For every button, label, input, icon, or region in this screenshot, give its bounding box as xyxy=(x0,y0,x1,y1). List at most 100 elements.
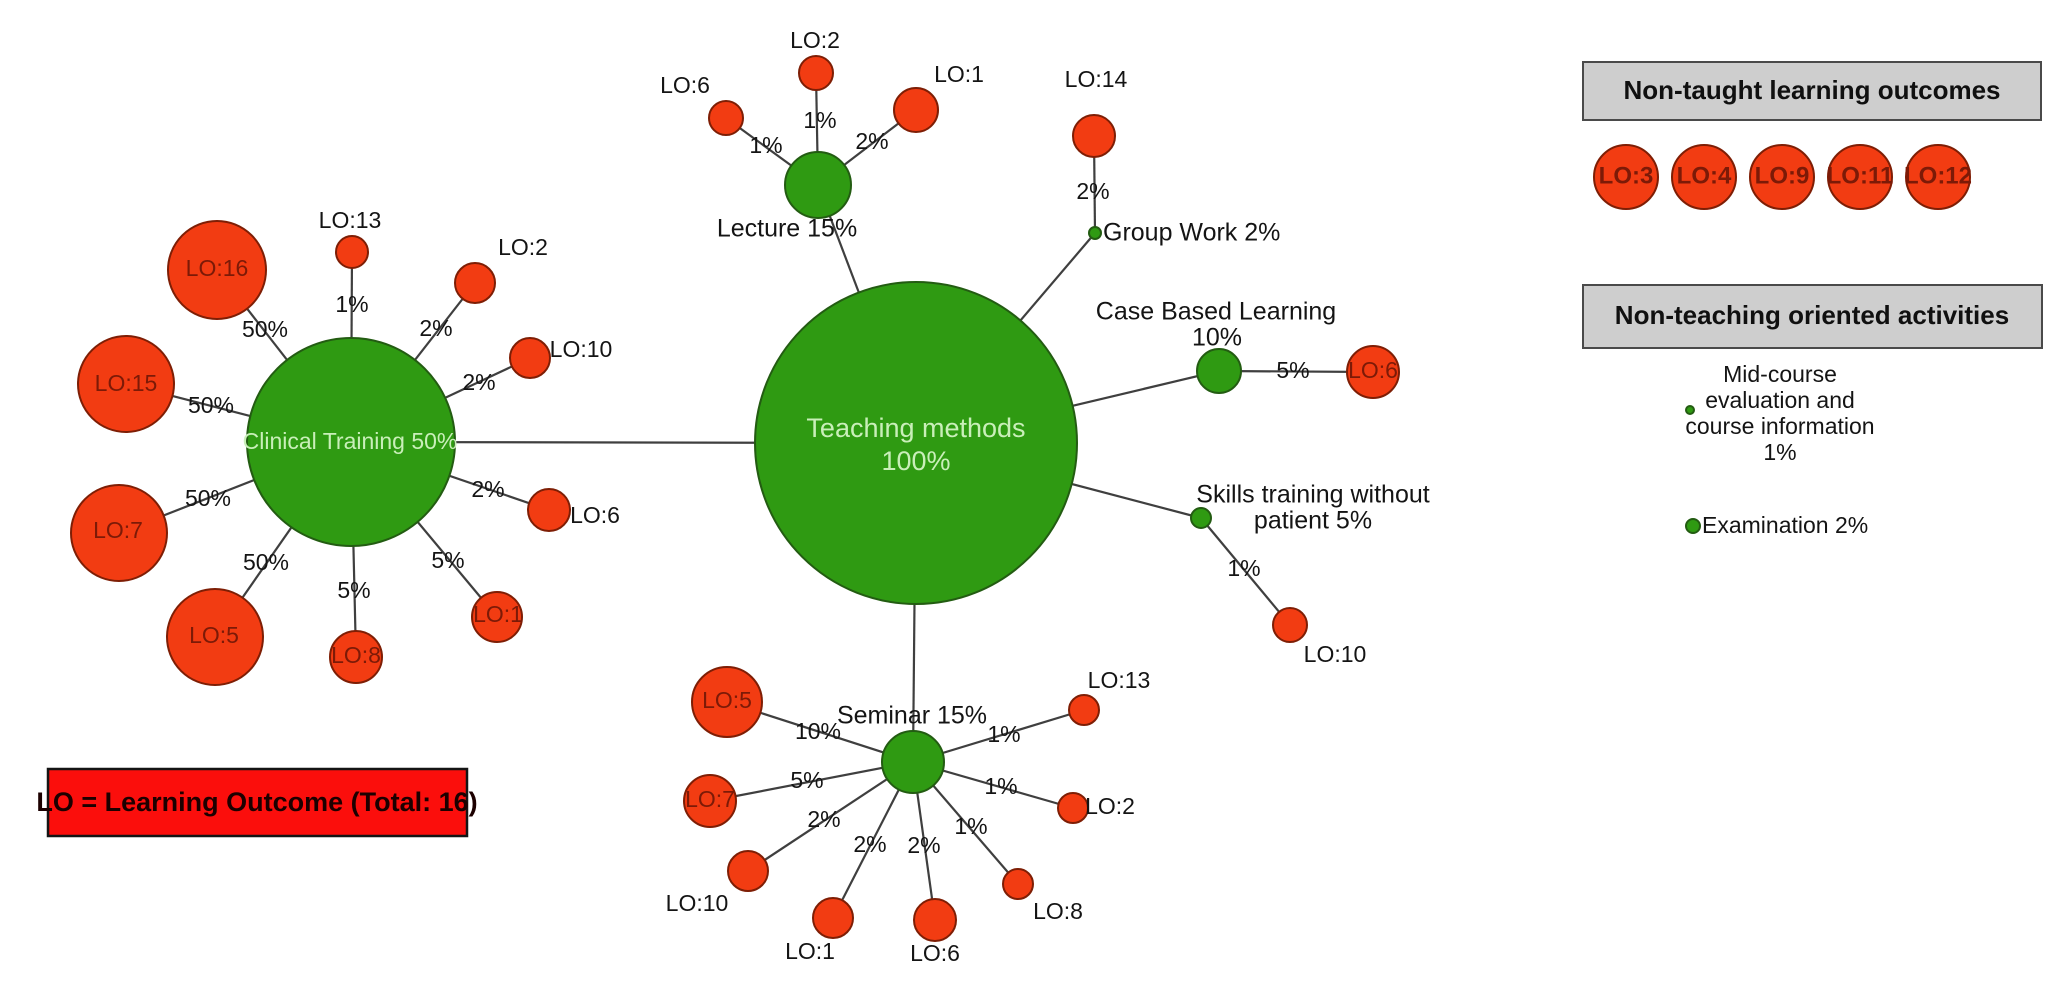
midcourse-label-line4: 1% xyxy=(1763,439,1796,465)
lecture-lo6-pct: 1% xyxy=(749,132,782,158)
seminar-lo1-label: LO:1 xyxy=(785,938,835,964)
node-seminar-lo8 xyxy=(1002,868,1034,900)
node-seminar xyxy=(881,730,945,794)
legend: LO = Learning Outcome (Total: 16) xyxy=(36,767,478,838)
lecture-lo1-label: LO:1 xyxy=(934,61,984,87)
legend-label: LO = Learning Outcome (Total: 16) xyxy=(36,787,477,817)
node-labels: Teaching methods 100% Clinical Training … xyxy=(93,27,1430,966)
clinical-lo15-label: LO:15 xyxy=(95,370,158,396)
node-groupwork-lo14 xyxy=(1072,114,1116,158)
method-nodes xyxy=(246,151,1242,794)
node-nontaught-lo9 xyxy=(1749,144,1815,210)
node-lecture-lo1 xyxy=(893,87,939,133)
edge-seminar-lo10 xyxy=(747,761,914,872)
group-work-label: Group Work 2% xyxy=(1103,219,1280,247)
node-clinical-lo7 xyxy=(70,484,168,582)
skills-lo10-label: LO:10 xyxy=(1304,641,1367,667)
nontaught-lo12-label: LO:12 xyxy=(1904,162,1972,189)
node-seminar-lo2 xyxy=(1057,792,1089,824)
lecture-lo2-pct: 1% xyxy=(803,107,836,133)
node-clinical-lo2 xyxy=(454,262,496,304)
node-teaching-methods xyxy=(754,281,1078,605)
edge-skills-lo10 xyxy=(1200,517,1291,626)
seminar-lo5-label: LO:5 xyxy=(702,687,752,713)
groupwork-lo14-pct: 2% xyxy=(1076,178,1109,204)
non-taught-header-title: Non-taught learning outcomes xyxy=(1624,75,2001,105)
node-seminar-lo7 xyxy=(683,774,737,828)
lecture-lo6-label: LO:6 xyxy=(660,72,710,98)
clinical-lo15-pct: 50% xyxy=(188,392,234,418)
clinical-lo13-label: LO:13 xyxy=(319,207,382,233)
node-nontaught-lo4 xyxy=(1671,144,1737,210)
nontaught-lo11-label: LO:11 xyxy=(1827,162,1894,189)
seminar-lo10-label: LO:10 xyxy=(666,890,729,916)
casebased-lo6-label: LO:6 xyxy=(1348,357,1398,383)
clinical-lo1-pct: 5% xyxy=(431,547,464,573)
midcourse-label-line3: course information xyxy=(1685,413,1874,439)
node-examination-dot xyxy=(1685,518,1701,534)
clinical-lo10-label: LO:10 xyxy=(550,336,613,362)
seminar-lo13-label: LO:13 xyxy=(1088,667,1151,693)
seminar-lo1-pct: 2% xyxy=(853,831,886,857)
seminar-lo7-label: LO:7 xyxy=(685,786,735,812)
teaching-methods-pct: 100% xyxy=(881,446,950,476)
node-seminar-lo1 xyxy=(812,897,854,939)
node-group-work-dot xyxy=(1088,226,1102,240)
seminar-lo7-pct: 5% xyxy=(790,767,823,793)
seminar-lo2-label: LO:2 xyxy=(1085,793,1135,819)
seminar-lo8-pct: 1% xyxy=(954,813,987,839)
node-nontaught-lo3 xyxy=(1593,144,1659,210)
clinical-lo13-pct: 1% xyxy=(335,291,368,317)
clinical-lo6-pct: 2% xyxy=(471,476,504,502)
node-clinical-training xyxy=(246,337,456,547)
clinical-lo7-label: LO:7 xyxy=(93,517,143,543)
clinical-lo5-pct: 50% xyxy=(243,549,289,575)
non-teaching-header-box xyxy=(1582,284,2043,349)
seminar-lo2-pct: 1% xyxy=(984,773,1017,799)
node-nontaught-lo11 xyxy=(1827,144,1893,210)
nontaught-lo9-label: LO:9 xyxy=(1755,162,1810,189)
nontaught-lo4-label: LO:4 xyxy=(1677,162,1732,189)
node-clinical-lo16 xyxy=(167,220,267,320)
clinical-lo6-label: LO:6 xyxy=(570,502,620,528)
node-lecture xyxy=(784,151,852,219)
legend-box xyxy=(46,767,469,838)
case-based-label-line1: Case Based Learning xyxy=(1096,298,1336,326)
lo-nodes xyxy=(70,55,1400,942)
clinical-training-label: Clinical Training 50% xyxy=(243,428,458,454)
node-skills-training-dot xyxy=(1190,507,1212,529)
lecture-lo2-label: LO:2 xyxy=(790,27,840,53)
node-casebased-lo6 xyxy=(1346,345,1400,399)
examination-label: Examination 2% xyxy=(1702,512,1868,538)
clinical-lo16-label: LO:16 xyxy=(186,255,249,281)
seminar-label: Seminar 15% xyxy=(837,702,987,730)
edge-seminar-lo7 xyxy=(709,760,914,803)
node-clinical-lo15 xyxy=(77,335,175,433)
clinical-lo2-label: LO:2 xyxy=(498,234,548,260)
node-lecture-lo2 xyxy=(798,55,834,91)
node-seminar-lo5 xyxy=(691,666,763,738)
node-clinical-lo6 xyxy=(527,488,571,532)
teaching-methods-label: Teaching methods xyxy=(806,413,1025,443)
node-midcourse-dot xyxy=(1685,405,1695,415)
non-teaching-header-title: Non-teaching oriented activities xyxy=(1615,300,2009,330)
node-nontaught-lo12 xyxy=(1905,144,1971,210)
clinical-lo8-label: LO:8 xyxy=(331,642,381,668)
lecture-label: Lecture 15% xyxy=(717,215,857,243)
node-clinical-lo10 xyxy=(509,337,551,379)
seminar-lo6-label: LO:6 xyxy=(910,940,960,966)
node-clinical-lo13 xyxy=(335,235,369,269)
groupwork-lo14-label: LO:14 xyxy=(1065,66,1128,92)
node-clinical-lo5 xyxy=(166,588,264,686)
clinical-lo16-pct: 50% xyxy=(242,316,288,342)
non-taught-header-box xyxy=(1582,61,2042,121)
seminar-lo13-pct: 1% xyxy=(987,721,1020,747)
skills-label-line1: Skills training without xyxy=(1196,481,1429,509)
nontaught-lo3-label: LO:3 xyxy=(1599,162,1654,189)
seminar-lo6-pct: 2% xyxy=(907,832,940,858)
node-case-based xyxy=(1196,348,1242,394)
seminar-lo8-label: LO:8 xyxy=(1033,898,1083,924)
midcourse-label-line2: evaluation and xyxy=(1705,387,1855,413)
node-seminar-lo13 xyxy=(1068,694,1100,726)
